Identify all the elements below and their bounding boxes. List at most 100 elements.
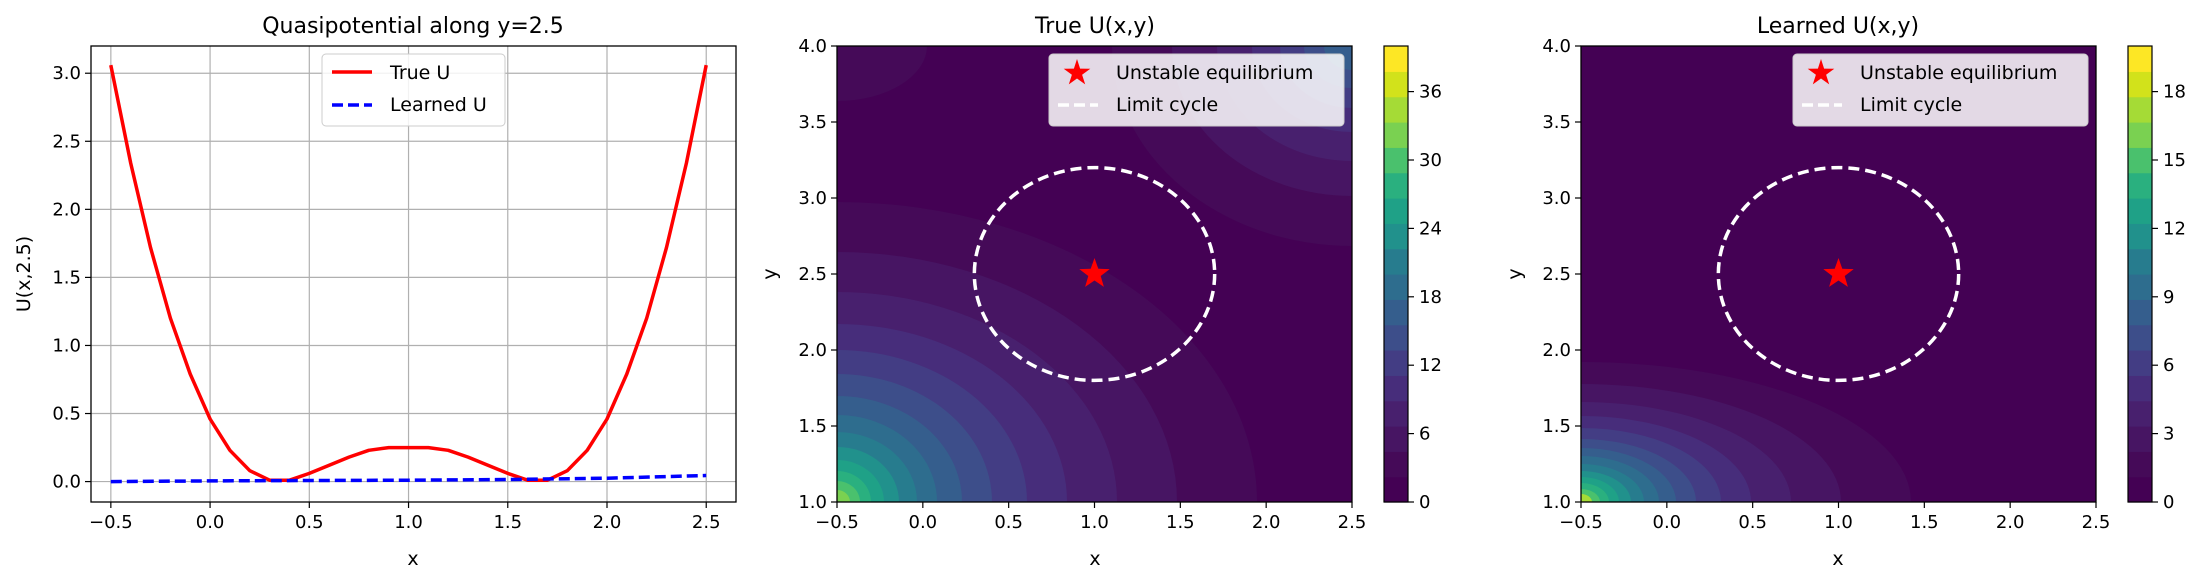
- y-tick-label: 1.5: [1542, 416, 1571, 437]
- y-tick-label: 4.0: [798, 36, 827, 57]
- colorbar-tick-label: 18: [1419, 287, 1442, 308]
- contour-fill: [417, 0, 1592, 581]
- x-tick-label: 2.5: [2082, 512, 2111, 533]
- x-tick-label: 0.0: [909, 512, 938, 533]
- legend: True U Learned U: [322, 54, 505, 126]
- legend-label-equilibrium: Unstable equilibrium: [1116, 62, 1313, 84]
- y-tick-label: 2.5: [52, 131, 81, 152]
- colorbar-tick-label: 9: [2163, 287, 2174, 308]
- colorbar-band: [2128, 173, 2152, 199]
- colorbar-tick-label: 36: [1419, 82, 1442, 103]
- x-axis-label: x: [1089, 548, 1100, 570]
- colorbar-band: [1384, 97, 1408, 123]
- colorbar-band: [2128, 122, 2152, 148]
- colorbar-band: [1384, 451, 1408, 477]
- x-tick-label: 2.0: [593, 512, 622, 533]
- y-tick-label: 1.0: [1542, 492, 1571, 513]
- y-tick-label: 1.5: [798, 416, 827, 437]
- colorbar-band: [1384, 71, 1408, 97]
- x-tick-label: 2.5: [692, 512, 721, 533]
- colorbar-band: [1384, 46, 1408, 72]
- colorbar-band: [2128, 426, 2152, 452]
- colorbar-band: [1384, 223, 1408, 249]
- y-tick-label: 3.5: [798, 112, 827, 133]
- y-ticks: 0.0 0.5 1.0 1.5 2.0 2.5 3.0: [52, 63, 91, 492]
- colorbar-tick-label: 12: [1419, 355, 1442, 376]
- y-axis-label: y: [759, 268, 781, 279]
- colorbar-band: [1384, 198, 1408, 224]
- line-chart-panel: Quasipotential along y=2.5 −0.5 0.0 0.5 1.0…: [13, 14, 736, 570]
- colorbar-band: [1384, 122, 1408, 148]
- x-tick-label: 0.0: [1653, 512, 1682, 533]
- colorbar-tick-label: 6: [2163, 355, 2174, 376]
- x-tick-label: 2.5: [1338, 512, 1367, 533]
- colorbar-band: [2128, 274, 2152, 300]
- x-axis-label: x: [407, 548, 418, 570]
- y-tick-label: 2.5: [798, 264, 827, 285]
- colorbar-band: [2128, 71, 2152, 97]
- y-tick-label: 2.0: [52, 199, 81, 220]
- x-ticks: −0.5 0.0 0.5 1.0 1.5 2.0 2.5: [1559, 502, 2110, 533]
- colorbar-band: [2128, 46, 2152, 72]
- colorbar-band: [1384, 401, 1408, 427]
- y-tick-label: 3.0: [52, 63, 81, 84]
- true-u-panel: True U(x,y): [417, 0, 1592, 581]
- x-tick-label: −0.5: [89, 512, 133, 533]
- x-tick-label: 1.5: [493, 512, 522, 533]
- colorbar-band: [1384, 147, 1408, 173]
- x-tick-label: 2.0: [1996, 512, 2025, 533]
- colorbar-band: [1384, 173, 1408, 199]
- legend: Unstable equilibrium Limit cycle: [1049, 54, 1344, 126]
- y-axis-label: U(x,2.5): [13, 236, 35, 312]
- y-tick-label: 2.0: [1542, 340, 1571, 361]
- colorbar-band: [1384, 375, 1408, 401]
- colorbar-band: [2128, 451, 2152, 477]
- legend-label-equilibrium: Unstable equilibrium: [1860, 62, 2057, 84]
- legend: Unstable equilibrium Limit cycle: [1793, 54, 2088, 126]
- colorbar-tick-label: 0: [2163, 492, 2174, 513]
- y-tick-label: 3.0: [1542, 188, 1571, 209]
- colorbar-band: [2128, 401, 2152, 427]
- colorbar-tick-label: 0: [1419, 492, 1430, 513]
- colorbar-band: [2128, 325, 2152, 351]
- x-tick-label: 0.0: [196, 512, 225, 533]
- legend-label-learned-u: Learned U: [390, 94, 487, 116]
- colorbar-band: [2128, 375, 2152, 401]
- colorbar-band: [2128, 249, 2152, 275]
- y-tick-label: 1.0: [798, 492, 827, 513]
- colorbar-tick-label: 3: [2163, 424, 2174, 445]
- colorbar: 061218243036: [1384, 46, 1442, 513]
- y-tick-label: 0.0: [52, 472, 81, 493]
- x-tick-label: 0.5: [295, 512, 324, 533]
- colorbar: 0 3 6 9 12 15 18: [2128, 46, 2186, 513]
- colorbar-band: [1384, 477, 1408, 503]
- x-tick-label: 1.5: [1166, 512, 1195, 533]
- x-tick-label: 0.5: [994, 512, 1023, 533]
- y-tick-label: 4.0: [1542, 36, 1571, 57]
- colorbar-band: [2128, 97, 2152, 123]
- colorbar-tick-label: 12: [2163, 218, 2186, 239]
- colorbar-band: [1384, 426, 1408, 452]
- chart-title: Quasipotential along y=2.5: [262, 14, 564, 39]
- colorbar-band: [1384, 325, 1408, 351]
- legend-label-limit-cycle: Limit cycle: [1860, 94, 1962, 116]
- x-tick-label: 0.5: [1738, 512, 1767, 533]
- legend-label-limit-cycle: Limit cycle: [1116, 94, 1218, 116]
- y-axis-label: y: [1504, 268, 1526, 279]
- legend-label-true-u: True U: [389, 62, 450, 84]
- colorbar-band: [2128, 350, 2152, 376]
- colorbar-tick-label: 15: [2163, 150, 2186, 171]
- y-ticks: 1.0 1.5 2.0 2.5 3.0 3.5 4.0: [1542, 36, 1581, 513]
- x-tick-label: 1.0: [394, 512, 423, 533]
- x-tick-label: −0.5: [1559, 512, 1603, 533]
- y-tick-label: 2.0: [798, 340, 827, 361]
- colorbar-tick-label: 30: [1419, 150, 1442, 171]
- colorbar-tick-label: 18: [2163, 82, 2186, 103]
- y-tick-label: 3.5: [1542, 112, 1571, 133]
- y-tick-label: 3.0: [798, 188, 827, 209]
- y-tick-label: 2.5: [1542, 264, 1571, 285]
- x-tick-label: −0.5: [815, 512, 859, 533]
- colorbar-band: [2128, 223, 2152, 249]
- colorbar-band: [2128, 198, 2152, 224]
